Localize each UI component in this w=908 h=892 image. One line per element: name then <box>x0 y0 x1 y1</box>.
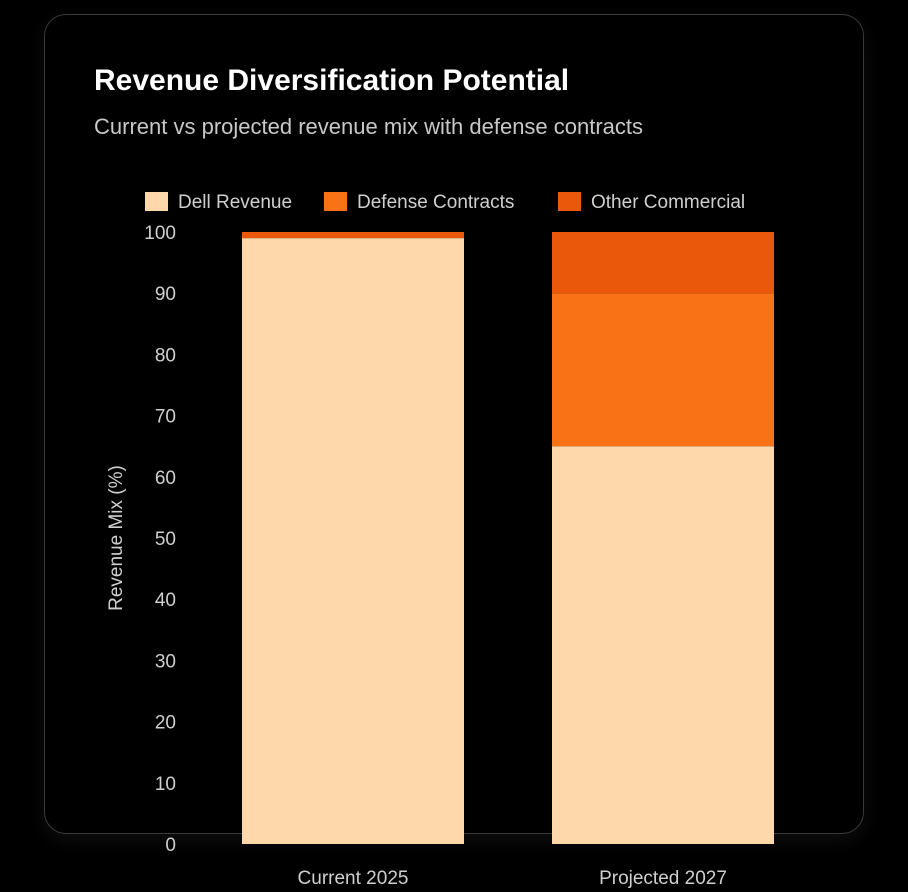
bar-segment-other-commercial[interactable] <box>552 232 774 294</box>
legend-swatch <box>145 192 168 211</box>
y-tick-label: 40 <box>155 590 176 611</box>
chart-subtitle: Current vs projected revenue mix with de… <box>94 114 644 139</box>
bar-segment-defense-contracts[interactable] <box>552 293 774 447</box>
bar-segment-dell-revenue[interactable] <box>552 446 774 844</box>
y-tick-label: 60 <box>155 468 176 489</box>
y-axis-label: Revenue Mix (%) <box>106 465 127 611</box>
legend-label: Defense Contracts <box>357 192 514 213</box>
legend-item-defense-contracts[interactable]: Defense Contracts <box>324 192 514 213</box>
y-tick-label: 70 <box>155 407 176 428</box>
chart-bars <box>242 232 774 844</box>
x-axis-categories: Current 2025 Projected 2027 <box>298 868 727 889</box>
y-tick-label: 100 <box>144 223 176 244</box>
chart-legend: Dell Revenue Defense Contracts Other Comme… <box>145 192 745 213</box>
y-tick-label: 50 <box>155 529 176 550</box>
y-axis-ticks: 0 10 20 30 40 50 60 70 80 90 100 <box>144 223 176 856</box>
y-tick-label: 10 <box>155 774 176 795</box>
y-tick-label: 80 <box>155 345 176 366</box>
chart-title: Revenue Diversification Potential <box>94 64 570 97</box>
legend-swatch <box>558 192 581 211</box>
x-category-label: Current 2025 <box>298 868 409 889</box>
y-tick-label: 90 <box>155 284 176 305</box>
legend-item-dell-revenue[interactable]: Dell Revenue <box>145 192 292 213</box>
legend-label: Dell Revenue <box>178 192 292 213</box>
y-tick-label: 30 <box>155 651 176 672</box>
x-category-label: Projected 2027 <box>599 868 727 889</box>
y-tick-label: 20 <box>155 713 176 734</box>
bar-segment-other-commercial[interactable] <box>242 232 464 239</box>
bar-segment-dell-revenue[interactable] <box>242 238 464 844</box>
y-tick-label: 0 <box>165 835 176 856</box>
legend-swatch <box>324 192 347 211</box>
legend-label: Other Commercial <box>591 192 745 213</box>
legend-item-other-commercial[interactable]: Other Commercial <box>558 192 745 213</box>
